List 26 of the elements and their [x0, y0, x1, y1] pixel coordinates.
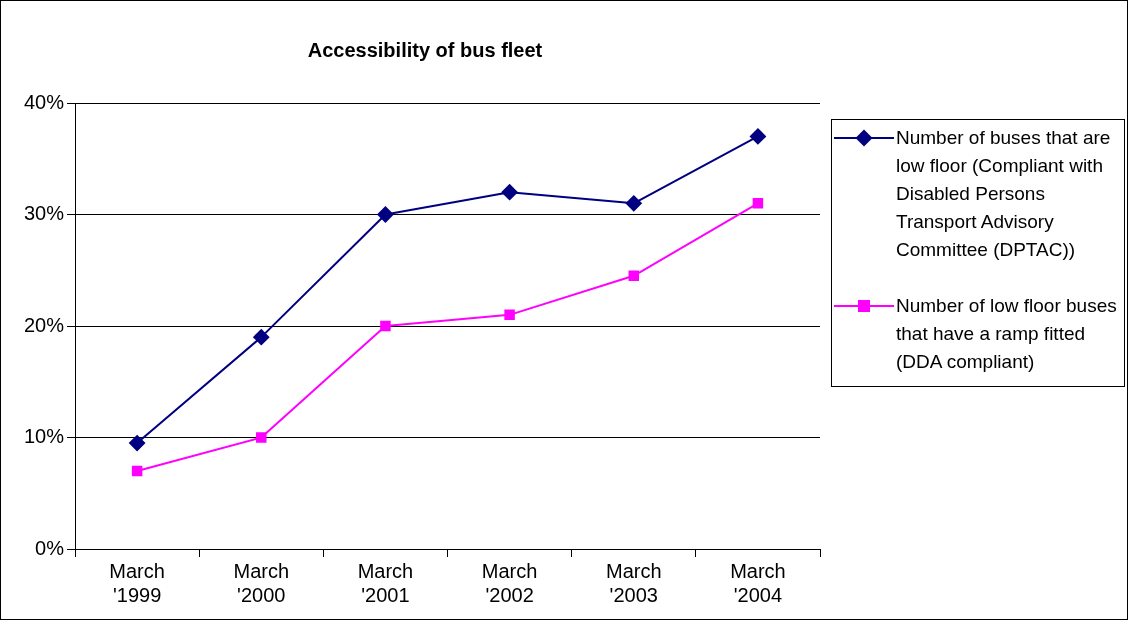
- point: [253, 329, 270, 346]
- x-tick-label: March '1999: [109, 559, 165, 606]
- legend-label: Number of buses that are low floor (Compliant with Disabled Persons Transport Advisory Committee (DPTAC)): [896, 126, 1112, 262]
- y-tick-label: 30%: [24, 202, 65, 225]
- x-tick-label: March '2003: [605, 559, 662, 606]
- y-tick-label: 40%: [24, 90, 65, 113]
- point: [501, 184, 518, 201]
- point: [504, 309, 515, 321]
- point: [131, 465, 143, 477]
- point: [749, 128, 766, 145]
- y-tick-label: 10%: [24, 425, 65, 448]
- point: [377, 206, 394, 223]
- point: [129, 435, 146, 452]
- x-tick-label: March '2000: [233, 559, 290, 606]
- point: [256, 432, 267, 443]
- point: [380, 320, 391, 332]
- point: [625, 195, 642, 212]
- chart-title: Accessibility of bus fleet: [307, 38, 543, 61]
- point: [752, 198, 764, 209]
- legend-label: Number of low floor buses that have a ramp fitted (DDA compliant): [896, 294, 1118, 374]
- y-tick-label: 20%: [24, 313, 65, 336]
- point: [628, 270, 639, 282]
- x-tick-label: March '2002: [481, 559, 538, 606]
- x-tick-label: March '2001: [357, 559, 414, 606]
- x-tick-label: March '2004: [730, 559, 786, 606]
- y-tick-label: 0%: [35, 536, 65, 559]
